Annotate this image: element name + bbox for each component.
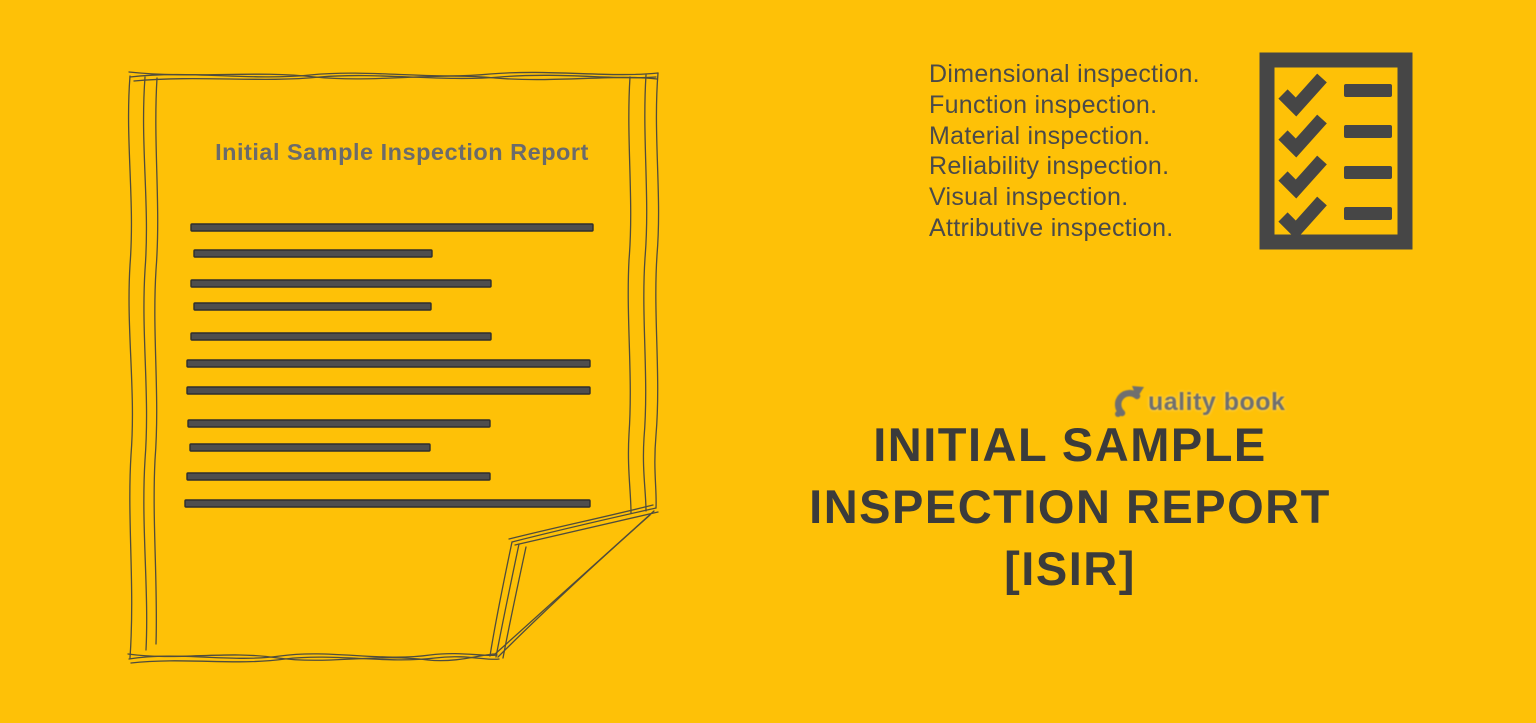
q-logo-icon [1114, 386, 1144, 417]
checkmark-icon [1278, 114, 1327, 158]
list-dash [1344, 125, 1392, 138]
text-line-bar [189, 443, 431, 452]
list-dash [1344, 207, 1392, 220]
text-line-bar [190, 279, 492, 288]
text-line-bar [193, 249, 433, 258]
text-line-bar [186, 386, 591, 395]
text-line-bar [193, 302, 432, 311]
inspection-list-item: Attributive inspection. [929, 213, 1174, 242]
document-text-line-bars [184, 223, 594, 508]
text-line-bar [186, 359, 591, 368]
checkmark-icon [1278, 155, 1327, 199]
checkmark-icon [1278, 196, 1327, 240]
main-title-line: INITIAL SAMPLE [873, 418, 1267, 471]
main-title: INITIAL SAMPLE INSPECTION REPORT [ISIR] [764, 414, 1376, 600]
checkmark-icon [1278, 73, 1327, 117]
document-border-sketch [127, 71, 660, 664]
document-illustration: Initial Sample Inspection Report [100, 50, 700, 690]
list-dash [1344, 166, 1392, 179]
text-line-bar [190, 223, 594, 232]
checklist-checkmarks [1278, 73, 1327, 240]
main-title-line: [ISIR] [1004, 542, 1136, 595]
inspection-list-item: Visual inspection. [929, 183, 1129, 212]
text-line-bar [186, 472, 491, 481]
inspection-list-item: Reliability inspection. [929, 152, 1170, 181]
text-line-bar [184, 499, 591, 508]
text-line-bar [187, 419, 491, 428]
document-title: Initial Sample Inspection Report [215, 139, 589, 165]
inspection-list-item: Material inspection. [929, 121, 1151, 150]
document-sketch-icon [127, 71, 660, 664]
checklist-icon [1259, 52, 1413, 250]
list-dash [1344, 84, 1392, 97]
brand-logo-text: uality book [1148, 387, 1286, 416]
text-line-bar [190, 332, 492, 341]
checklist-dashes [1344, 84, 1392, 220]
checklist-frame [1259, 52, 1413, 250]
brand-logo: uality book [1112, 385, 1285, 419]
inspection-list: Dimensional inspection. Function inspect… [929, 59, 1259, 244]
inspection-list-item: Dimensional inspection. [929, 60, 1200, 88]
inspection-list-item: Function inspection. [929, 90, 1158, 119]
main-title-line: INSPECTION REPORT [809, 480, 1331, 533]
